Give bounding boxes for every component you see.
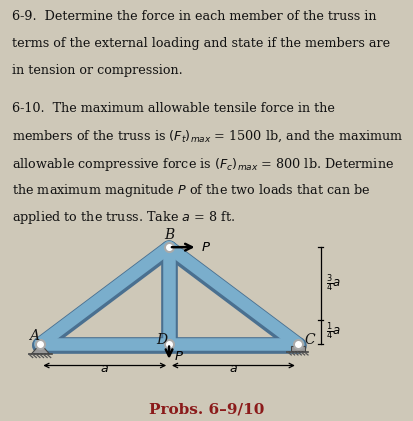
- Text: A: A: [29, 329, 39, 343]
- Text: $a$: $a$: [100, 362, 109, 375]
- Text: allowable compressive force is $(F_c)_{max}$ = 800 lb. Determine: allowable compressive force is $(F_c)_{m…: [12, 156, 394, 173]
- Text: applied to the truss. Take $a$ = 8 ft.: applied to the truss. Take $a$ = 8 ft.: [12, 209, 235, 226]
- Text: $P$: $P$: [174, 350, 184, 363]
- Text: 6-10.  The maximum allowable tensile force in the: 6-10. The maximum allowable tensile forc…: [12, 102, 335, 115]
- Bar: [290, 346, 304, 352]
- Text: the maximum magnitude $P$ of the two loads that can be: the maximum magnitude $P$ of the two loa…: [12, 182, 370, 199]
- Text: $\frac{3}{4}$$a$: $\frac{3}{4}$$a$: [325, 272, 340, 294]
- Text: terms of the external loading and state if the members are: terms of the external loading and state …: [12, 37, 389, 50]
- Text: $a$: $a$: [228, 362, 237, 375]
- Text: D: D: [156, 333, 167, 346]
- Text: $P$: $P$: [201, 241, 211, 254]
- Polygon shape: [31, 344, 49, 354]
- Text: in tension or compression.: in tension or compression.: [12, 64, 183, 77]
- Text: $\frac{1}{4}$$a$: $\frac{1}{4}$$a$: [325, 321, 340, 342]
- Text: members of the truss is $(F_t)_{max}$ = 1500 lb, and the maximum: members of the truss is $(F_t)_{max}$ = …: [12, 129, 403, 144]
- Text: 6-9.  Determine the force in each member of the truss in: 6-9. Determine the force in each member …: [12, 10, 376, 23]
- Text: C: C: [304, 333, 314, 346]
- Text: B: B: [164, 229, 174, 242]
- Text: Probs. 6–9/10: Probs. 6–9/10: [149, 402, 264, 416]
